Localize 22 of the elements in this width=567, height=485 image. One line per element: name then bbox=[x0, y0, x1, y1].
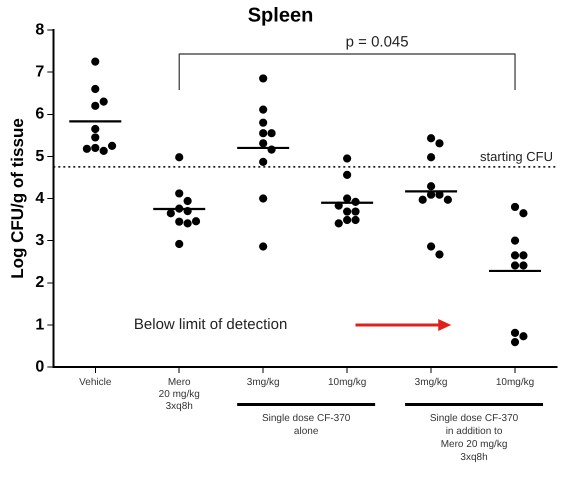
y-tick-label: 2 bbox=[35, 274, 44, 292]
y-tick-label: 7 bbox=[35, 64, 44, 81]
y-axis-title: Log CFU/g of tissue bbox=[8, 118, 27, 279]
chart-title: Spleen bbox=[248, 4, 314, 27]
y-tick-label: 6 bbox=[35, 106, 44, 123]
x-tick-label: 3mg/kg bbox=[246, 376, 280, 388]
y-tick-label: 8 bbox=[35, 21, 44, 38]
y-tick-label: 3 bbox=[35, 232, 44, 250]
x-tick-label: 3mg/kg bbox=[414, 376, 448, 388]
y-tick-label: 1 bbox=[35, 316, 44, 334]
x-tick-label: 10mg/kg bbox=[328, 376, 366, 388]
text: Single dose CF-370 in addition to Mero 20 mg/kg 3xq8h bbox=[430, 412, 519, 463]
text: Single dose CF-370 alone bbox=[262, 412, 351, 437]
ref-line-label: starting CFU bbox=[480, 148, 553, 164]
annotation: p = 0.045 bbox=[346, 34, 409, 51]
annotation: Below limit of detection bbox=[134, 316, 288, 334]
y-tick-label: 4 bbox=[35, 190, 44, 207]
x-tick-label: Mero 20 mg/kg 3xq8h bbox=[158, 376, 200, 412]
x-tick-label: 10mg/kg bbox=[496, 376, 534, 388]
x-tick-label: Vehicle bbox=[79, 376, 112, 388]
y-tick-label: 5 bbox=[35, 148, 44, 165]
y-tick-label: 0 bbox=[35, 358, 44, 376]
